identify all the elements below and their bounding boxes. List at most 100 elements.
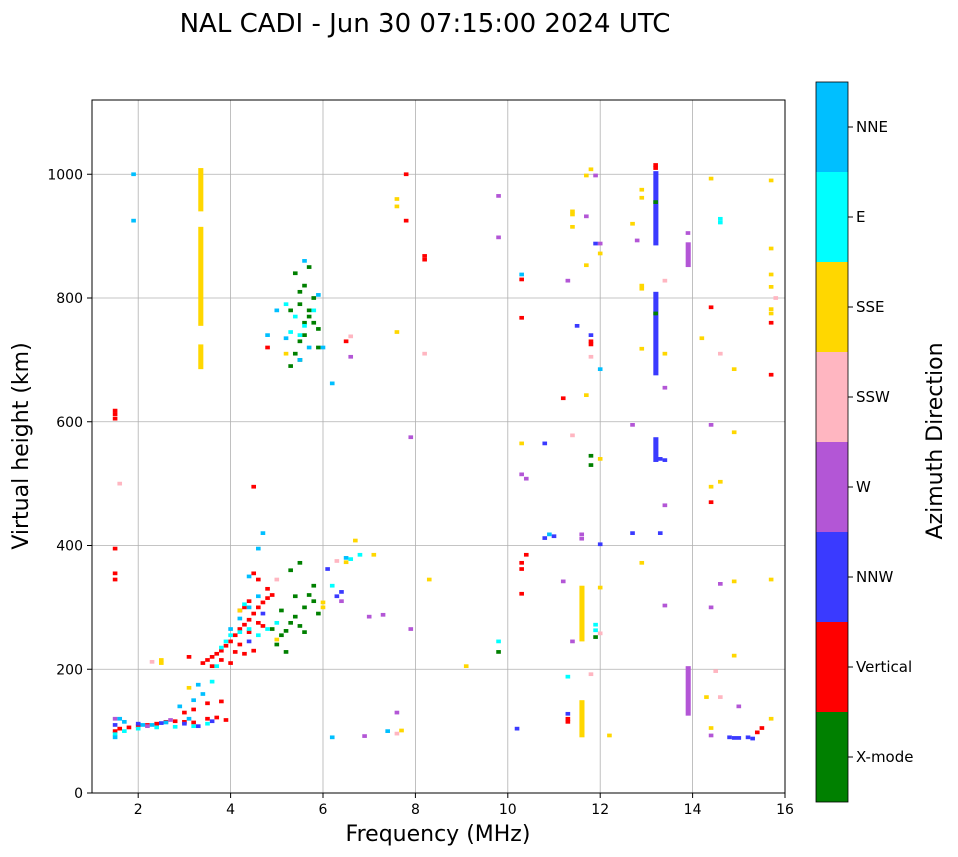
- echo-point-vertical: [588, 342, 594, 347]
- echo-point-sse: [597, 251, 603, 256]
- colorbar-label: X-mode: [856, 748, 913, 766]
- echo-point-nnw: [565, 711, 571, 716]
- echo-point-ssw: [117, 481, 123, 486]
- echo-point-vertical: [228, 639, 233, 644]
- echo-point-sse: [768, 246, 774, 251]
- echo-point-nnw: [195, 724, 201, 729]
- echo-point-vertical: [126, 725, 132, 730]
- y-tick-label: 200: [56, 662, 83, 678]
- echo-point-nne: [343, 556, 349, 560]
- echo-point-w: [708, 605, 714, 610]
- echo-point-e: [565, 674, 571, 679]
- echo-point-x-mode: [283, 650, 289, 654]
- colorbar-swatch-nnw: [816, 532, 848, 622]
- echo-point-w: [112, 716, 118, 721]
- colorbar-label: NNW: [856, 568, 893, 586]
- echo-point-sse: [394, 197, 400, 201]
- echo-point-nnw: [727, 735, 732, 740]
- echo-point-sse: [158, 661, 164, 665]
- echo-point-w: [597, 241, 603, 246]
- echo-point-e: [265, 627, 270, 631]
- echo-point-ssw: [274, 577, 280, 582]
- colorbar-label: W: [856, 478, 871, 496]
- echo-point-x-mode: [311, 599, 317, 604]
- echo-point-vertical: [232, 650, 238, 654]
- echo-point-sse: [708, 726, 714, 730]
- echo-point-vertical: [251, 611, 257, 616]
- echo-point-w: [579, 536, 585, 541]
- echo-point-x-mode: [288, 620, 293, 625]
- y-axis-ticks: 0 200 400 600 800 1000: [47, 167, 92, 802]
- echo-point-e: [237, 630, 243, 634]
- echo-point-vertical: [565, 716, 571, 721]
- echo-point-w: [708, 422, 714, 427]
- echo-point-w: [565, 278, 571, 283]
- echo-point-x-mode: [311, 583, 317, 588]
- echo-point-vertical: [560, 396, 566, 401]
- echo-point-vertical: [653, 166, 658, 170]
- echo-point-sse: [768, 178, 774, 183]
- echo-point-sse: [597, 585, 603, 590]
- echo-point-vertical: [242, 622, 247, 627]
- echo-point-nne: [302, 259, 307, 263]
- echo-point-w: [685, 231, 691, 235]
- echo-point-nne: [195, 682, 201, 687]
- echo-point-sse: [639, 195, 645, 200]
- echo-point-sse: [320, 605, 326, 610]
- echo-point-x-mode: [653, 311, 658, 316]
- echo-point-sse: [639, 286, 645, 291]
- echo-point-nnw: [750, 736, 755, 741]
- colorbar-swatch-nne: [816, 82, 848, 172]
- echo-point-nnw: [731, 736, 737, 740]
- echo-point-ssw: [773, 296, 779, 300]
- echo-point-vertical: [214, 651, 220, 656]
- echo-point-e: [357, 552, 363, 557]
- echo-point-vertical: [251, 484, 257, 489]
- echo-point-w: [408, 435, 414, 440]
- echo-point-nne: [246, 605, 252, 610]
- x-tick-label: 12: [591, 802, 609, 818]
- echo-point-sse: [584, 393, 589, 397]
- echo-point-ssw: [713, 669, 719, 673]
- echo-point-vertical: [265, 586, 270, 591]
- echo-point-w: [394, 710, 400, 715]
- echo-point-w: [145, 724, 150, 729]
- echo-point-vertical: [251, 648, 257, 653]
- echo-point-nnw: [657, 531, 663, 535]
- colorbar-label: SSE: [856, 298, 885, 316]
- echo-point-nne: [186, 716, 192, 721]
- echo-point-sse: [399, 728, 404, 733]
- echo-point-sse: [630, 221, 635, 226]
- colorbar-label: Vertical: [856, 658, 912, 676]
- echo-point-vertical: [205, 716, 210, 721]
- echo-point-x-mode: [297, 624, 303, 628]
- echo-point-sse: [768, 272, 774, 277]
- echo-point-e: [496, 639, 501, 644]
- echo-point-sse: [597, 457, 603, 461]
- echo-point-w: [584, 214, 589, 219]
- echo-point-e: [135, 726, 141, 731]
- echo-point-x-mode: [269, 627, 275, 631]
- grid-lines: [92, 100, 786, 794]
- echo-point-x-mode: [292, 351, 298, 356]
- x-tick-label: 8: [411, 802, 420, 818]
- echo-point-e: [154, 725, 159, 730]
- echo-point-vertical: [242, 605, 247, 610]
- echo-point-sse: [320, 600, 326, 605]
- echo-point-sse: [607, 733, 612, 738]
- echo-point-vertical: [205, 701, 210, 706]
- echo-point-x-mode: [306, 314, 312, 319]
- echo-point-nne: [112, 735, 118, 740]
- echo-point-x-mode: [311, 296, 317, 300]
- echo-point-e: [205, 721, 210, 726]
- echo-point-e: [274, 620, 280, 625]
- colorbar-swatch-sse: [816, 262, 848, 352]
- echo-point-nnw: [597, 542, 603, 547]
- echo-point-x-mode: [279, 608, 284, 613]
- colorbar-swatch-w: [816, 442, 848, 532]
- echo-point-nne: [297, 358, 303, 362]
- echo-point-x-mode: [302, 320, 307, 325]
- x-axis-ticks: 2 4 6 8 10 12 14 16: [134, 793, 794, 818]
- echo-point-x-mode: [302, 605, 307, 610]
